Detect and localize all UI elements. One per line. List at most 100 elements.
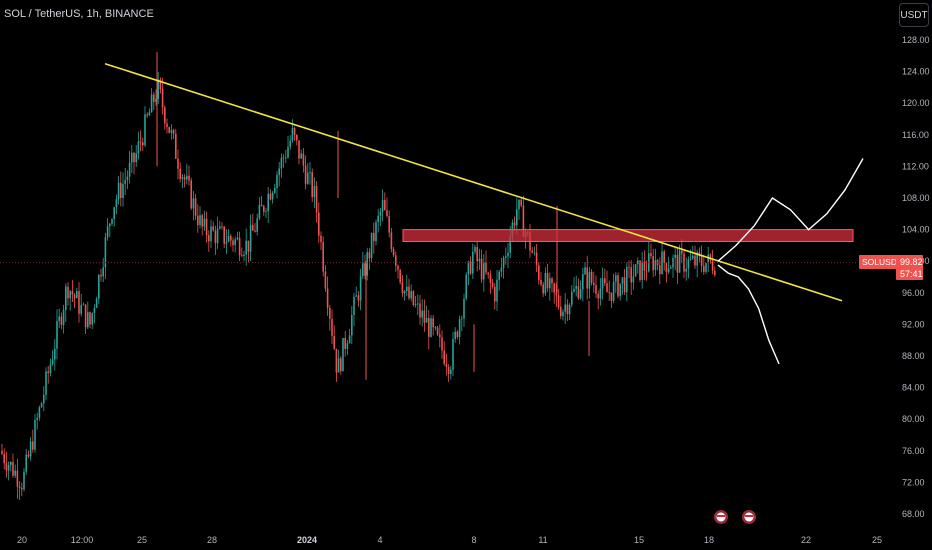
- candle-body: [93, 308, 96, 314]
- candle-body: [588, 271, 591, 289]
- candle-body: [641, 261, 643, 280]
- candle-body: [623, 277, 626, 293]
- symbol-title: SOL / TetherUS, 1h, BINANCE: [4, 8, 154, 20]
- candle-body: [359, 276, 362, 301]
- candle-body: [399, 269, 401, 283]
- candle-body: [645, 270, 648, 272]
- trendline[interactable]: [104, 62, 843, 302]
- candle-body: [106, 226, 109, 238]
- candle-body: [1, 450, 3, 454]
- candle-body: [3, 453, 5, 464]
- candle-body: [632, 276, 635, 283]
- candle-body: [172, 130, 175, 134]
- candle-body: [551, 278, 553, 284]
- candle-body: [502, 257, 505, 268]
- candle-body: [27, 454, 30, 457]
- candle-body: [212, 226, 214, 231]
- candle-body: [124, 180, 126, 184]
- candle-body: [342, 337, 344, 372]
- candle-body: [441, 337, 443, 351]
- candle-body: [221, 226, 223, 228]
- candle-body: [557, 295, 560, 307]
- candle-body: [634, 264, 637, 277]
- candle-body: [689, 258, 692, 260]
- candle-body: [280, 157, 283, 169]
- candle-body: [234, 239, 236, 246]
- candle-body: [315, 186, 318, 213]
- candle-body: [82, 304, 85, 306]
- bearish-projection-path[interactable]: [717, 264, 780, 365]
- candle-body: [183, 177, 186, 180]
- candle-body: [78, 291, 80, 314]
- candle-body: [214, 230, 217, 244]
- candle-body: [179, 168, 181, 179]
- candle-body: [10, 461, 12, 466]
- candle-body: [584, 267, 586, 275]
- candle-body: [245, 240, 247, 255]
- candle-body: [694, 255, 696, 266]
- candle-body: [102, 267, 104, 277]
- candle-body: [388, 216, 390, 233]
- candle-body: [210, 226, 212, 242]
- candle-body: [304, 165, 307, 184]
- event-icon-flag-2[interactable]: [742, 510, 756, 524]
- candle-body: [95, 298, 98, 309]
- candle-body: [406, 286, 408, 291]
- candle-body: [676, 254, 679, 273]
- candle-body: [313, 186, 316, 197]
- candle-body: [192, 198, 195, 209]
- candle-body: [43, 394, 45, 404]
- candle-body: [7, 465, 10, 471]
- candle-body: [45, 371, 47, 395]
- candle-body: [674, 254, 676, 258]
- candle-body: [538, 265, 540, 280]
- x-tick-label: 22: [801, 535, 811, 545]
- candle-body: [258, 204, 261, 219]
- candle-body: [197, 215, 199, 226]
- resistance-zone[interactable]: [402, 229, 854, 242]
- candle-body: [615, 275, 617, 282]
- candle-body: [410, 291, 412, 299]
- candle-body: [230, 235, 232, 241]
- candle-body: [199, 215, 201, 226]
- candle-body: [478, 258, 481, 262]
- y-tick-label: 108.00: [902, 193, 930, 203]
- x-tick-label: 20: [17, 535, 27, 545]
- candle-body: [318, 212, 320, 236]
- y-tick-label: 116.00: [902, 130, 929, 140]
- candle-body: [467, 261, 470, 275]
- candle-body: [520, 199, 522, 206]
- event-icon-flag-1[interactable]: [714, 510, 728, 524]
- candle-body: [333, 335, 335, 349]
- candle-body: [661, 251, 663, 275]
- candle-body: [353, 296, 355, 315]
- candle-body: [430, 318, 432, 337]
- candle-body: [47, 371, 49, 374]
- price-tag: SOLUSDT 99.82 57:41: [859, 255, 923, 280]
- candle-body: [164, 107, 166, 124]
- candle-body: [445, 363, 448, 367]
- candle-body: [685, 268, 687, 272]
- candle-body: [489, 274, 492, 283]
- candle-body: [364, 263, 366, 276]
- candle-body: [386, 210, 388, 217]
- candle-body: [269, 193, 272, 200]
- candle-body: [236, 237, 239, 240]
- candle-body: [38, 407, 41, 418]
- candle-body: [241, 255, 243, 257]
- bullish-projection-path[interactable]: [717, 158, 864, 262]
- time-axis: 20 12:00 25 28 2024 4 8 11 15 18 22 25: [17, 535, 882, 545]
- candle-body: [707, 254, 709, 264]
- candle-body: [487, 272, 489, 275]
- candle-body: [115, 199, 118, 208]
- currency-button[interactable]: USDT: [899, 3, 929, 27]
- candle-body: [447, 366, 450, 375]
- x-tick-label: 12:00: [71, 535, 94, 545]
- candle-body: [476, 247, 478, 262]
- candle-body: [216, 228, 219, 244]
- candle-body: [227, 235, 230, 242]
- candle-body: [267, 193, 269, 212]
- candle-body: [423, 310, 426, 323]
- candle-body: [135, 153, 137, 163]
